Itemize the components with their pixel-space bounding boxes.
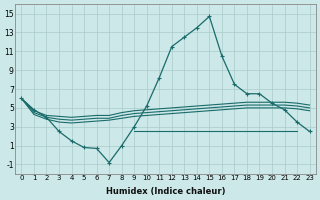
X-axis label: Humidex (Indice chaleur): Humidex (Indice chaleur) xyxy=(106,187,225,196)
